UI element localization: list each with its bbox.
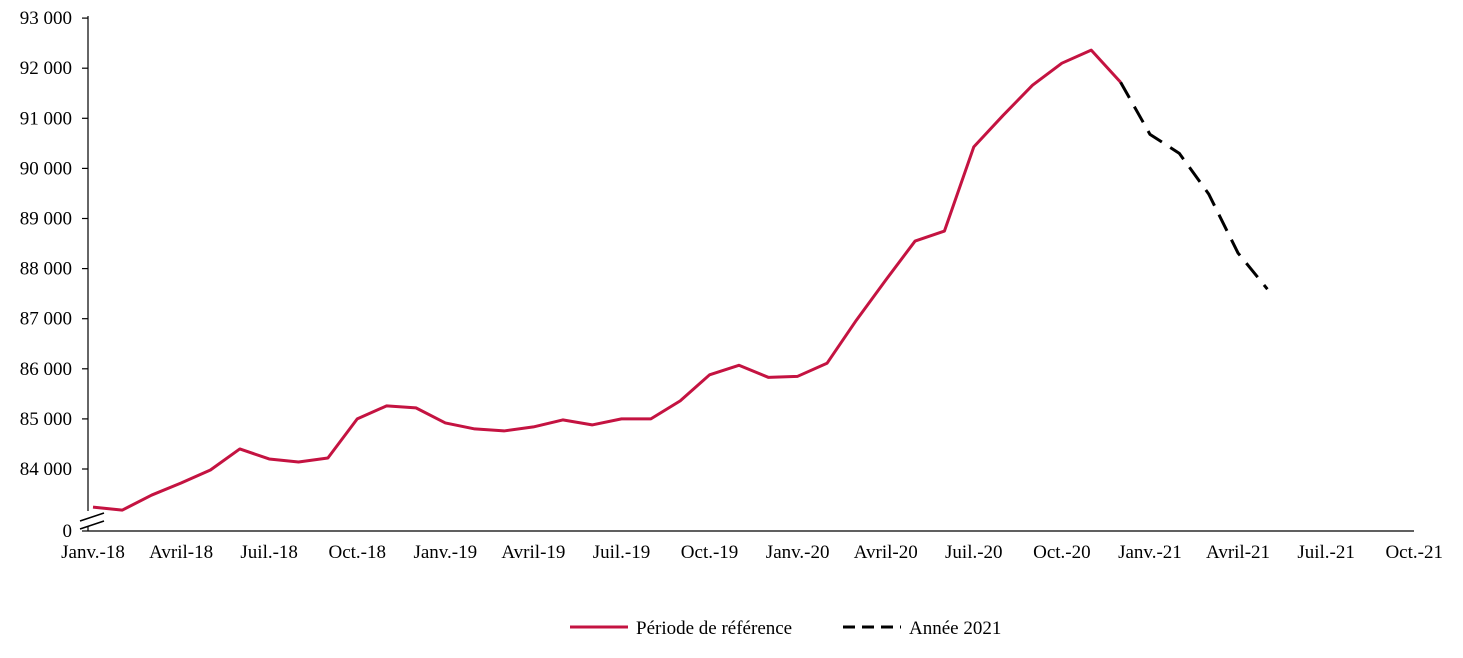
y-tick-label: 87 000	[20, 309, 72, 330]
x-tick-label: Juil.-20	[945, 542, 1003, 563]
y-tick-label: 93 000	[20, 8, 72, 29]
series-line-0	[93, 50, 1121, 510]
y-tick-label: 92 000	[20, 58, 72, 79]
y-tick-label: 90 000	[20, 158, 72, 179]
x-tick-label: Avril-20	[854, 542, 918, 563]
x-tick-label: Oct.-20	[1033, 542, 1091, 563]
x-tick-label: Juil.-19	[593, 542, 651, 563]
y-tick-label: 89 000	[20, 208, 72, 229]
legend: Période de référence Année 2021	[570, 618, 1001, 639]
x-tick-label: Oct.-18	[328, 542, 386, 563]
legend-label-2021: Année 2021	[909, 618, 1001, 639]
x-tick-label: Juil.-18	[240, 542, 298, 563]
y-tick-label: 86 000	[20, 359, 72, 380]
x-tick-label: Janv.-20	[766, 542, 830, 563]
x-tick-label: Avril-18	[149, 542, 213, 563]
y-tick-label: 84 000	[20, 459, 72, 480]
x-tick-label: Janv.-21	[1118, 542, 1182, 563]
y-tick-label: 85 000	[20, 409, 72, 430]
x-tick-label: Avril-19	[501, 542, 565, 563]
x-tick-label: Avril-21	[1206, 542, 1270, 563]
y-tick-label: 88 000	[20, 259, 72, 280]
x-tick-label: Juil.-21	[1297, 542, 1355, 563]
x-tick-label: Janv.-19	[413, 542, 477, 563]
y-tick-label: 0	[63, 521, 73, 542]
axis-break-mark	[80, 513, 104, 521]
axis-break-mark	[80, 521, 104, 529]
series-layer	[93, 50, 1268, 510]
x-tick-label: Janv.-18	[61, 542, 125, 563]
legend-label-reference: Période de référence	[636, 618, 792, 639]
y-axis: 0 84 000 85 000 86 000 87 000 88 000 89 000 90 …	[20, 8, 104, 542]
y-tick-label: 91 000	[20, 108, 72, 129]
x-axis: Janv.-18 Avril-18 Juil.-18 Oct.-18 Janv.-19 A…	[61, 531, 1443, 563]
x-tick-label: Oct.-21	[1385, 542, 1443, 563]
x-tick-label: Oct.-19	[681, 542, 739, 563]
series-line-1	[1121, 82, 1268, 289]
